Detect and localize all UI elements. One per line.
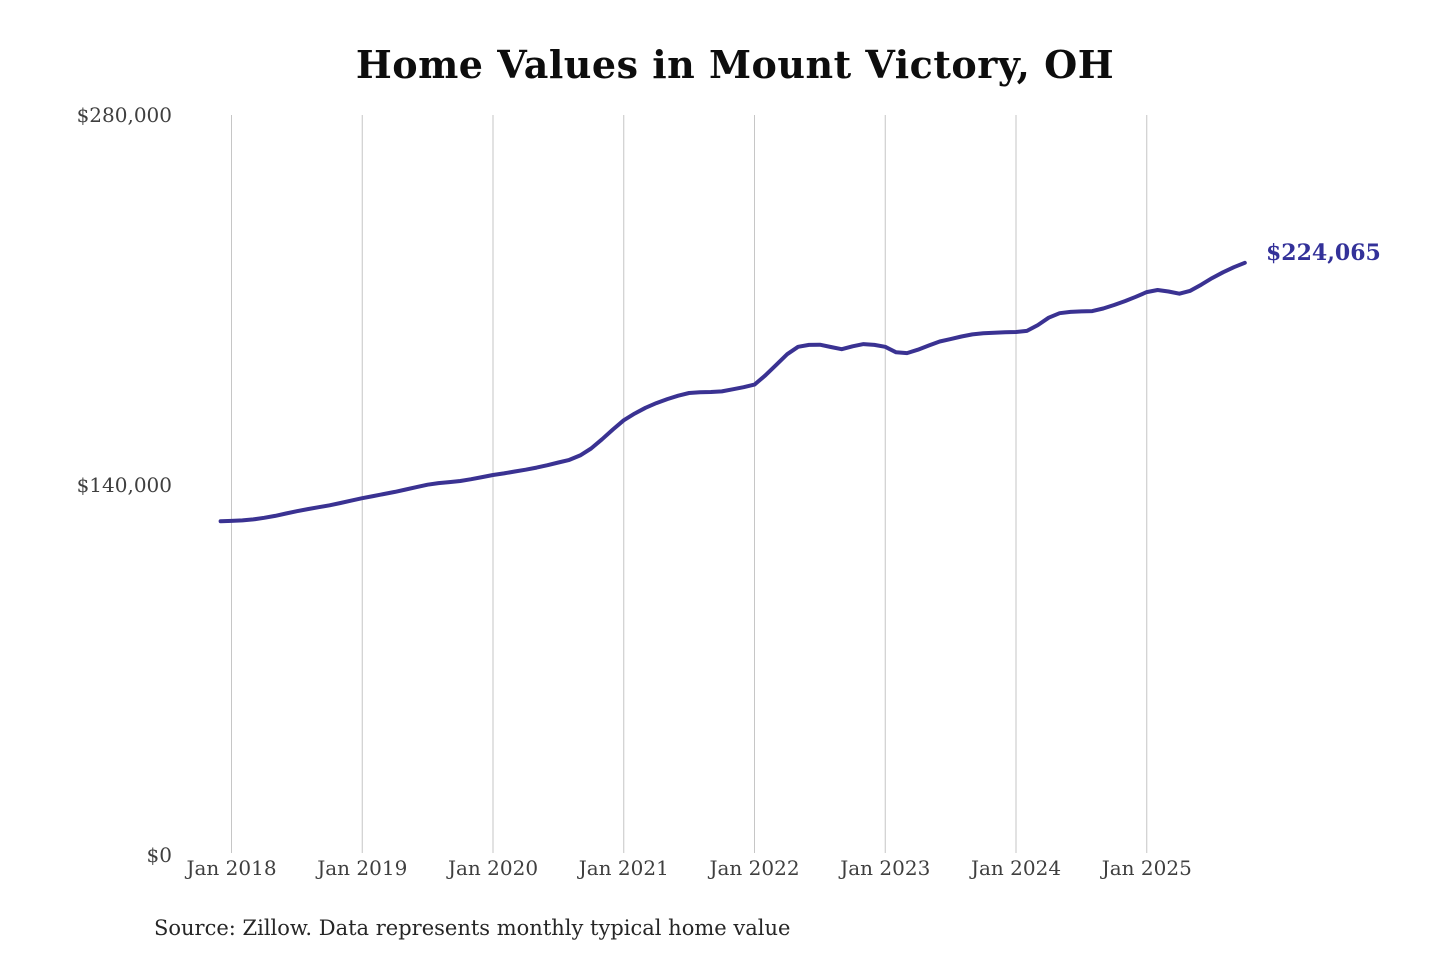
y-tick-label-140000: $140,000 bbox=[76, 473, 172, 497]
x-tick-label-jan-2023: Jan 2023 bbox=[840, 856, 931, 880]
y-tick-label-0: $0 bbox=[146, 843, 172, 867]
x-tick-label-jan-2019: Jan 2019 bbox=[317, 856, 408, 880]
source-note: Source: Zillow. Data represents monthly … bbox=[154, 916, 791, 940]
x-tick-label-jan-2025: Jan 2025 bbox=[1101, 856, 1192, 880]
latest-value-label: $224,065 bbox=[1266, 240, 1381, 266]
chart-title: Home Values in Mount Victory, OH bbox=[355, 42, 1115, 87]
gridlines bbox=[231, 115, 1148, 853]
x-tick-label-jan-2018: Jan 2018 bbox=[186, 856, 277, 880]
x-tick-label-jan-2022: Jan 2022 bbox=[709, 856, 800, 880]
x-tick-label-jan-2020: Jan 2020 bbox=[447, 856, 539, 880]
x-tick-label-jan-2024: Jan 2024 bbox=[970, 856, 1062, 880]
y-tick-label-280000: $280,000 bbox=[76, 103, 172, 127]
x-tick-label-jan-2021: Jan 2021 bbox=[578, 856, 669, 880]
home-value-line bbox=[218, 260, 1247, 524]
